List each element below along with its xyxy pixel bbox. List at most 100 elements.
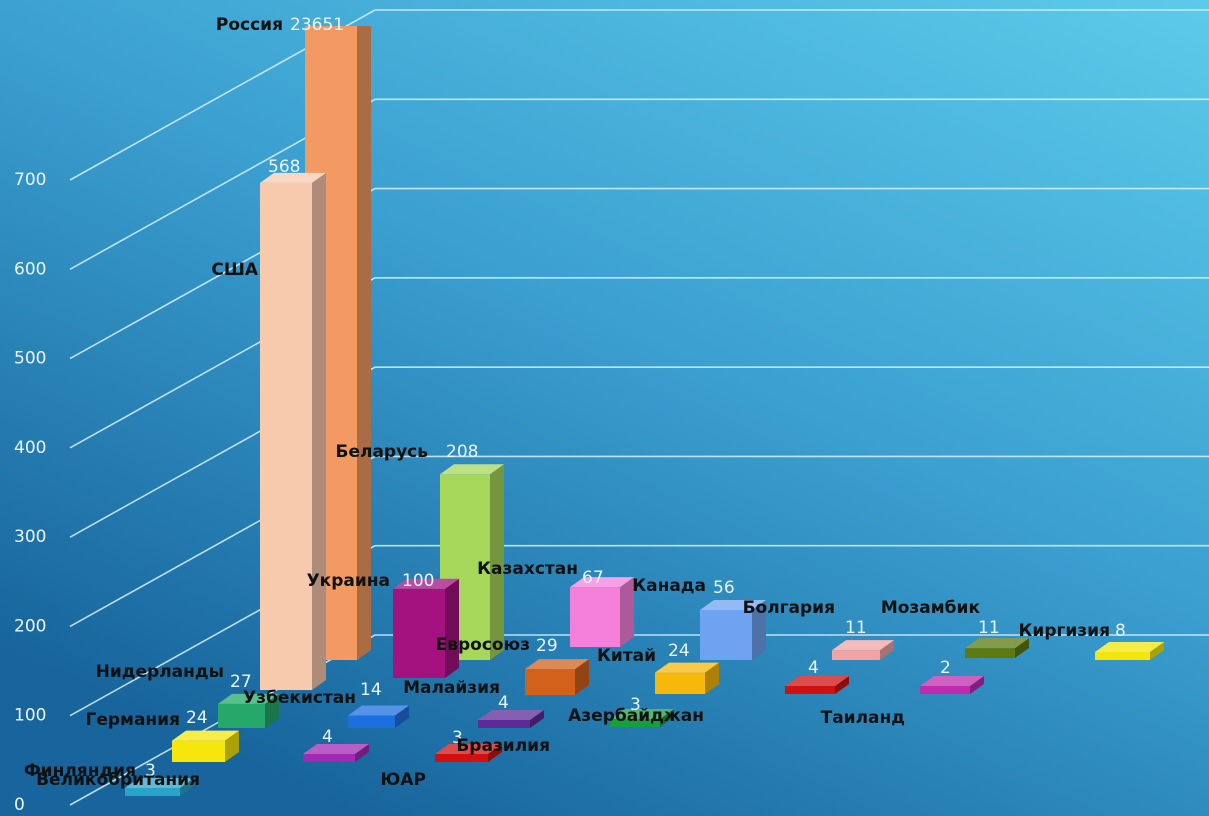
- y-tick-label: 600: [14, 259, 46, 279]
- grid-line: [69, 366, 1209, 538]
- value-label: 8: [1115, 621, 1126, 641]
- value-label: 24: [186, 708, 208, 728]
- bar: [478, 720, 530, 728]
- value-label: 67: [582, 568, 604, 588]
- value-label: 3: [452, 728, 463, 748]
- bar-side: [880, 640, 894, 660]
- bar-side: [620, 577, 634, 647]
- category-label: Великобритания: [36, 770, 200, 790]
- bar-top: [218, 693, 279, 704]
- bar: [785, 686, 835, 694]
- bar-side: [575, 659, 589, 695]
- y-tick-label: 100: [14, 706, 46, 726]
- category-label: Малайзия: [403, 678, 500, 698]
- bar-top: [260, 172, 326, 183]
- bar-top: [525, 659, 589, 670]
- bar: [260, 182, 312, 690]
- y-tick-label: 0: [14, 795, 25, 815]
- category-label: Бразилия: [456, 736, 550, 756]
- category-label: Таиланд: [821, 708, 905, 728]
- category-label: Китай: [597, 646, 656, 666]
- value-label: 56: [713, 578, 735, 598]
- value-label: 3: [145, 761, 156, 781]
- value-label: 11: [978, 618, 1000, 638]
- grid-line: [69, 544, 1209, 717]
- bar: [172, 740, 225, 762]
- bar-side: [357, 26, 371, 660]
- bar-top: [920, 676, 984, 686]
- bar-side: [312, 172, 326, 690]
- category-label: Евросоюз: [436, 635, 530, 655]
- bar: [303, 754, 355, 762]
- bar-side: [355, 744, 369, 762]
- grid-line: [69, 187, 1209, 360]
- bar-top: [1095, 642, 1164, 652]
- value-label: 100: [402, 571, 434, 591]
- bar-top: [303, 744, 369, 754]
- bar-top: [172, 730, 239, 741]
- bar: [610, 719, 660, 727]
- y-tick-label: 300: [14, 527, 46, 547]
- value-label: 29: [536, 636, 558, 656]
- bar: [218, 703, 265, 728]
- y-tick-label: 500: [14, 349, 46, 369]
- value-label: 23651: [290, 15, 344, 35]
- bar-side: [445, 578, 459, 678]
- grid: [69, 9, 1209, 806]
- category-label: Мозамбик: [881, 598, 981, 618]
- bar-top: [393, 578, 459, 589]
- bar: [435, 754, 488, 762]
- bar-side: [660, 709, 674, 727]
- grid-line: [69, 98, 1209, 270]
- value-label: 4: [498, 693, 509, 713]
- category-label: Беларусь: [336, 442, 429, 462]
- value-label: 208: [446, 442, 478, 462]
- bar-top: [610, 709, 674, 719]
- bar-side: [265, 693, 279, 728]
- y-tick-label: 200: [14, 616, 46, 636]
- value-label: 24: [668, 641, 690, 661]
- category-label: Россия: [216, 15, 283, 35]
- bar-side: [225, 730, 239, 762]
- category-label: Финляндия: [24, 761, 136, 781]
- value-label: 4: [808, 658, 819, 678]
- category-label: Казахстан: [477, 559, 578, 579]
- value-label: 11: [845, 618, 867, 638]
- value-label: 2: [940, 658, 951, 678]
- bar-side: [180, 778, 194, 796]
- bar: [348, 715, 395, 728]
- category-label: Узбекистан: [243, 688, 356, 708]
- bar-top: [785, 676, 849, 686]
- bar-top: [965, 638, 1029, 649]
- category-label: Азербайджан: [568, 706, 704, 726]
- category-label: Германия: [86, 710, 180, 730]
- bar: [570, 587, 620, 647]
- bar-top: [348, 705, 409, 716]
- category-label: Украина: [307, 571, 390, 591]
- grid-line: [69, 277, 1209, 449]
- bar-side: [970, 676, 984, 694]
- bar-side: [835, 676, 849, 694]
- value-label: 568: [268, 157, 300, 177]
- category-label: Болгария: [743, 598, 835, 618]
- bar-side: [488, 744, 502, 762]
- category-label: США: [211, 260, 258, 280]
- category-label: Киргизия: [1019, 621, 1110, 641]
- grid-line: [69, 634, 1209, 806]
- bar: [655, 672, 705, 694]
- bar-side: [1150, 642, 1164, 660]
- bar: [393, 588, 445, 678]
- bar-top: [478, 710, 544, 720]
- bar-top: [125, 778, 194, 788]
- bar: [1095, 652, 1150, 660]
- bar-top: [440, 464, 504, 475]
- category-label: Нидерланды: [96, 662, 224, 682]
- value-label: 27: [230, 672, 252, 692]
- value-label: 3: [630, 695, 641, 715]
- bar-top: [435, 744, 502, 754]
- value-label: 14: [360, 680, 382, 700]
